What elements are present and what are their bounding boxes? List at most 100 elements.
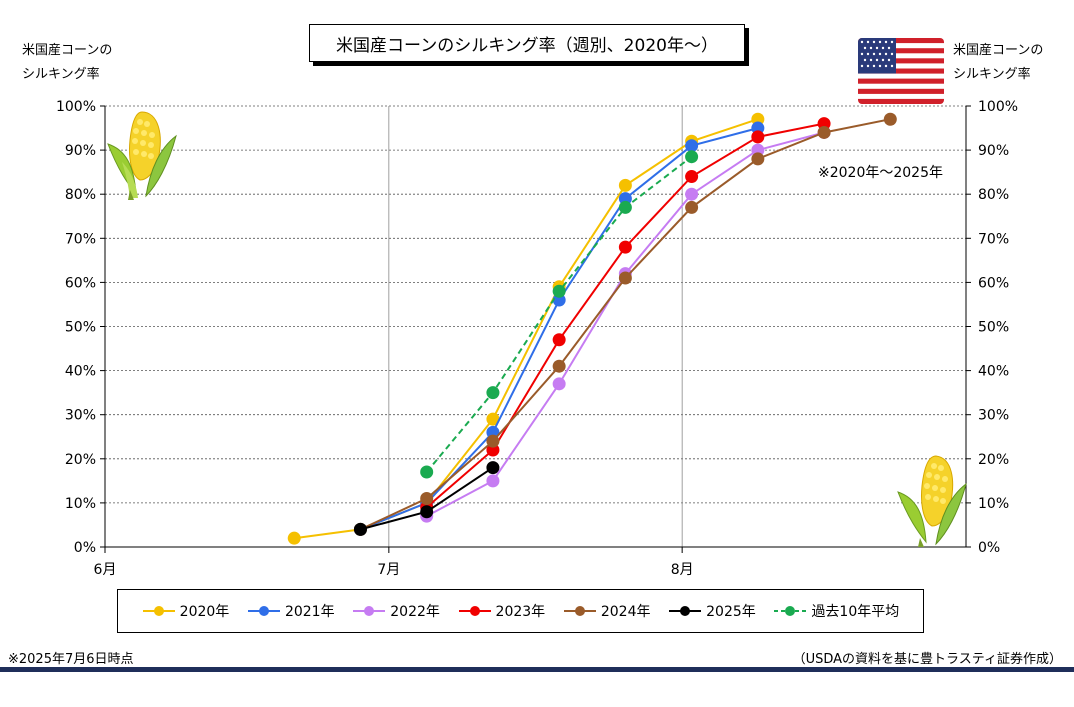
y-tick-label-right: 100% (978, 99, 1018, 115)
right-axis-caption-line-2: シルキング率 (953, 67, 1031, 82)
data-point (685, 150, 699, 164)
y-tick-label-right: 20% (978, 452, 1009, 468)
y-axis-right-ticks: 0% 10% 20% 30% 40% 50% 60% 70% 80% 90% 100% (978, 99, 1018, 556)
y-tick-label-right: 90% (978, 143, 1009, 159)
legend-swatch-marker (680, 606, 691, 616)
corn-icon (107, 111, 177, 200)
y-tick-label-left: 60% (65, 275, 96, 291)
data-point (751, 130, 765, 144)
data-point (618, 200, 632, 214)
data-point (486, 461, 500, 475)
corn-icon (897, 455, 967, 547)
legend-item: 2025年 (668, 601, 756, 621)
data-point (618, 271, 632, 285)
range-note: ※2020年～2025年 (818, 165, 943, 181)
legend-label: 2024年 (600, 604, 651, 620)
data-point (420, 465, 434, 479)
legend-label: 2021年 (284, 604, 335, 620)
x-tick-label: 6月 (94, 562, 117, 578)
data-point (552, 284, 566, 298)
data-point (552, 359, 566, 373)
left-axis-caption-line-1: 米国産コーンの (22, 43, 113, 58)
data-point (420, 505, 434, 519)
y-tick-label-left: 10% (65, 496, 96, 512)
legend-swatch (142, 606, 175, 616)
data-point (287, 531, 301, 545)
y-tick-label-left: 20% (65, 452, 96, 468)
data-point (353, 522, 367, 536)
series-4 (353, 112, 897, 536)
y-tick-label-left: 70% (65, 231, 96, 247)
axes (100, 105, 971, 553)
chart-title: 米国産コーンのシルキング率（週別、2020年～） (309, 24, 745, 62)
data-point (685, 187, 699, 201)
y-tick-label-left: 30% (65, 408, 96, 424)
data-point (486, 386, 500, 400)
x-tick-label: 8月 (671, 562, 694, 578)
legend-label: 2025年 (706, 604, 756, 620)
legend-swatch-marker (785, 606, 796, 616)
legend-label: 過去10年平均 (811, 604, 900, 620)
data-point (486, 412, 500, 426)
legend-item: 2022年 (352, 601, 440, 621)
footnote-as-of: ※2025年7月6日時点 (8, 652, 134, 667)
right-axis-caption-line-1: 米国産コーンの (953, 43, 1044, 58)
legend-swatch (247, 606, 280, 616)
series-layer (287, 112, 897, 545)
x-tick-label: 7月 (377, 562, 400, 578)
data-point (486, 474, 500, 488)
gridlines (105, 105, 966, 547)
legend: 2020年 2021年 2022年 2023年 2024年 2025年 過去10年平均 (117, 589, 924, 633)
y-tick-label-right: 60% (978, 275, 1009, 291)
x-axis-ticks: 6月 7月 8月 (94, 562, 694, 578)
series-3 (420, 117, 831, 514)
y-tick-label-left: 0% (74, 540, 96, 556)
legend-swatch-marker (574, 606, 585, 616)
footnote-source: （USDAの資料を基に豊トラスティ証券作成） (792, 652, 1062, 667)
y-tick-label-left: 90% (65, 143, 96, 159)
legend-swatch-marker (469, 606, 480, 616)
data-point (685, 139, 699, 153)
data-point (685, 200, 699, 214)
us-flag-icon (858, 38, 944, 104)
y-tick-label-left: 80% (65, 187, 96, 203)
legend-swatch (563, 606, 596, 616)
data-point (618, 240, 632, 254)
y-tick-label-right: 10% (978, 496, 1009, 512)
legend-item: 2020年 (142, 601, 229, 621)
legend-item: 2021年 (247, 601, 335, 621)
series-6 (420, 150, 699, 479)
data-point (486, 434, 500, 448)
y-tick-label-left: 100% (56, 99, 96, 115)
y-tick-label-right: 30% (978, 408, 1009, 424)
y-tick-label-left: 40% (65, 364, 96, 380)
data-point (420, 491, 434, 505)
series-5 (353, 461, 500, 536)
y-tick-label-right: 80% (978, 187, 1009, 203)
right-axis-caption: 米国産コーンの シルキング率 (953, 39, 1043, 87)
legend-swatch (353, 606, 386, 616)
y-tick-label-right: 70% (978, 231, 1009, 247)
data-point (685, 170, 699, 184)
left-axis-caption-line-2: シルキング率 (22, 67, 100, 82)
left-axis-caption: 米国産コーンの シルキング率 (22, 39, 112, 87)
legend-swatch (669, 606, 702, 616)
y-tick-label-right: 0% (978, 540, 1000, 556)
y-tick-label-left: 50% (65, 320, 96, 336)
legend-label: 2022年 (390, 604, 440, 620)
legend-swatch-marker (258, 606, 269, 616)
legend-item: 2024年 (563, 601, 651, 621)
legend-swatch-marker (364, 606, 375, 616)
data-point (883, 112, 897, 126)
data-point (817, 125, 831, 139)
legend-item: 2023年 (458, 601, 545, 621)
legend-swatch-marker (153, 606, 164, 616)
legend-swatch (774, 606, 807, 616)
data-point (751, 152, 765, 166)
y-tick-label-right: 40% (978, 364, 1009, 380)
series-line (360, 127, 759, 531)
series-1 (353, 121, 765, 536)
legend-item: 過去10年平均 (773, 601, 899, 621)
legend-swatch (458, 606, 491, 616)
series-line (425, 155, 693, 473)
